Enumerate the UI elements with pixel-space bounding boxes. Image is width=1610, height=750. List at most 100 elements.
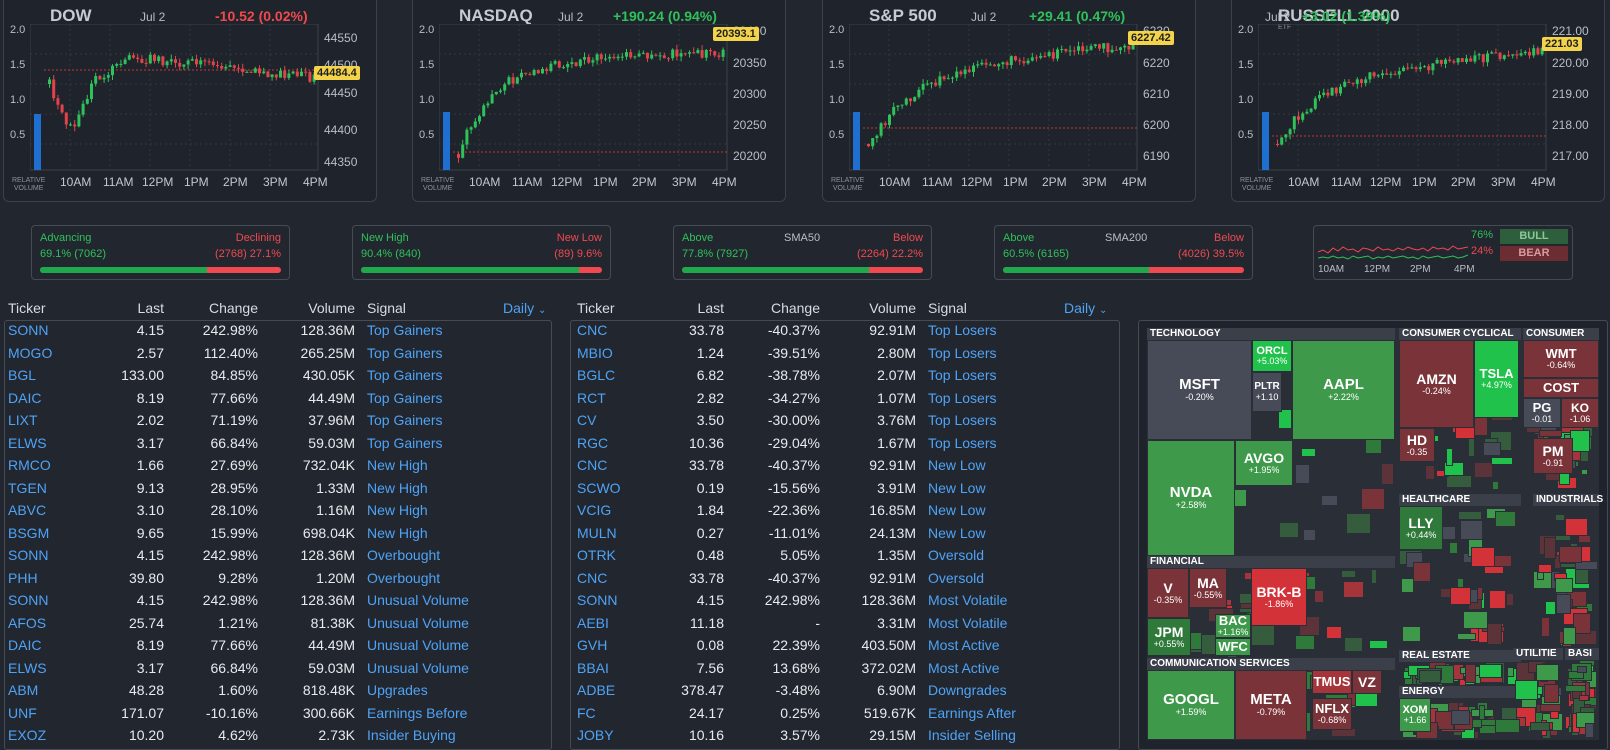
heatmap-small-tile[interactable]	[1506, 667, 1515, 677]
signal-link[interactable]: Top Gainers	[367, 412, 443, 429]
ticker-link[interactable]: JOBY	[577, 727, 614, 744]
heatmap-small-tile[interactable]	[1278, 522, 1299, 539]
heatmap-small-tile[interactable]	[1576, 666, 1587, 674]
col-volume[interactable]: Volume	[308, 300, 355, 316]
signal-link[interactable]: Overbought	[367, 569, 441, 586]
ticker-link[interactable]: TGEN	[8, 479, 47, 496]
col-signal[interactable]: Signal	[367, 300, 406, 316]
ticker-link[interactable]: ELWS	[8, 659, 47, 676]
heatmap-small-tile[interactable]	[1463, 611, 1488, 629]
ticker-link[interactable]: CNC	[577, 322, 608, 339]
signal-link[interactable]: Downgrades	[928, 682, 1007, 699]
heatmap-small-tile[interactable]	[1564, 518, 1588, 536]
table-row[interactable]: AEBI 11.18 - 3.31M Most Volatile	[577, 612, 1117, 635]
ticker-link[interactable]: SONN	[8, 547, 49, 564]
heatmap-tile-nvda[interactable]: NVDA +2.58%	[1147, 440, 1235, 556]
col-ticker[interactable]: Ticker	[577, 300, 615, 316]
index-card-dow[interactable]: DOW Jul 2 -10.52 (0.02%) 2.0 1.5 1.0 0.5 44550 4…	[3, 0, 377, 202]
signal-link[interactable]: New High	[367, 457, 428, 474]
heatmap-tile-lly[interactable]: LLY +0.44%	[1399, 506, 1443, 550]
table-row[interactable]: UNF 171.07 -10.16% 300.66K Earnings Befo…	[8, 702, 548, 725]
heatmap-small-tile[interactable]	[1341, 569, 1356, 578]
heatmap-small-tile[interactable]	[1490, 457, 1513, 465]
heatmap-small-tile[interactable]	[1464, 663, 1477, 684]
heatmap-tile-wfc[interactable]: WFC	[1215, 638, 1251, 656]
table-row[interactable]: DAIC 8.19 77.66% 44.49M Top Gainers	[8, 387, 548, 410]
heatmap-small-tile[interactable]	[1302, 529, 1317, 541]
heatmap-small-tile[interactable]	[1450, 709, 1470, 725]
table-row[interactable]: FC 24.17 0.25% 519.67K Earnings After	[577, 702, 1117, 725]
heatmap-small-tile[interactable]	[1424, 464, 1435, 480]
ticker-link[interactable]: CV	[577, 412, 597, 429]
ticker-link[interactable]: FC	[577, 704, 596, 721]
heatmap-small-tile[interactable]	[1544, 601, 1556, 616]
heatmap-small-tile[interactable]	[1343, 636, 1364, 652]
ticker-link[interactable]: EXOZ	[8, 727, 47, 744]
heatmap-small-tile[interactable]	[1530, 721, 1550, 732]
heatmap-tile-hd[interactable]: HD -0.35	[1399, 428, 1435, 462]
ticker-link[interactable]: CNC	[577, 569, 608, 586]
ticker-link[interactable]: BGL	[8, 367, 37, 384]
col-signal[interactable]: Signal	[928, 300, 967, 316]
ticker-link[interactable]: ABVC	[8, 502, 47, 519]
bear-button[interactable]: BEAR	[1500, 246, 1568, 261]
ticker-link[interactable]: AFOS	[8, 614, 47, 631]
heatmap-small-tile[interactable]	[1370, 568, 1378, 584]
signal-link[interactable]: Oversold	[928, 547, 985, 564]
heatmap-small-tile[interactable]	[1539, 704, 1562, 712]
heatmap-small-tile[interactable]	[1400, 578, 1414, 594]
table-row[interactable]: ELWS 3.17 66.84% 59.03M Top Gainers	[8, 432, 548, 455]
heatmap-tile-tmus[interactable]: TMUS	[1312, 670, 1352, 694]
table-row[interactable]: LIXT 2.02 71.19% 37.96M Top Gainers	[8, 409, 548, 432]
ticker-link[interactable]: BBAI	[577, 659, 609, 676]
heatmap-tile-orcl[interactable]: ORCL +5.03%	[1252, 340, 1292, 372]
ticker-link[interactable]: GVH	[577, 637, 608, 654]
table-row[interactable]: RMCO 1.66 27.69% 732.04K New High	[8, 454, 548, 477]
heatmap-tile-msft[interactable]: MSFT -0.20%	[1147, 340, 1252, 440]
heatmap-small-tile[interactable]	[1449, 542, 1459, 555]
heatmap-small-tile[interactable]	[1450, 586, 1472, 605]
heatmap-small-tile[interactable]	[1491, 480, 1499, 491]
signal-link[interactable]: New Low	[928, 502, 986, 519]
heatmap-small-tile[interactable]	[1494, 719, 1521, 733]
signal-link[interactable]: New Low	[928, 479, 986, 496]
heatmap-tile-avgo[interactable]: AVGO +1.95%	[1235, 440, 1293, 486]
heatmap-small-tile[interactable]	[1565, 685, 1587, 693]
signal-link[interactable]: Top Gainers	[367, 344, 443, 361]
signal-link[interactable]: Top Gainers	[367, 389, 443, 406]
table-row[interactable]: CNC 33.78 -40.37% 92.91M Oversold	[577, 567, 1117, 590]
sector-label[interactable]: CONSUMER CYCLICAL	[1399, 328, 1521, 340]
heatmap-small-tile[interactable]	[1294, 635, 1315, 651]
signal-link[interactable]: Top Gainers	[367, 322, 443, 339]
signal-link[interactable]: Top Losers	[928, 367, 997, 384]
signal-link[interactable]: Most Volatile	[928, 614, 1008, 631]
heatmap-small-tile[interactable]	[1554, 514, 1566, 522]
ticker-link[interactable]: AEBI	[577, 614, 609, 631]
sector-label[interactable]: ENERGY	[1399, 686, 1521, 698]
heatmap-small-tile[interactable]	[1460, 520, 1484, 540]
heatmap-small-tile[interactable]	[1572, 612, 1592, 634]
heatmap-small-tile[interactable]	[1457, 510, 1483, 521]
heatmap-tile-pg[interactable]: PG -0.01	[1523, 398, 1561, 428]
period-dropdown[interactable]: Daily ⌄	[503, 297, 548, 319]
signal-link[interactable]: New High	[367, 502, 428, 519]
ticker-link[interactable]: SCWO	[577, 479, 621, 496]
heatmap-tile-bac[interactable]: BAC +1.16%	[1215, 614, 1251, 638]
signal-link[interactable]: Earnings Before	[367, 704, 468, 721]
sector-label[interactable]: COMMUNICATION SERVICES	[1147, 658, 1395, 670]
heatmap-tile-googl[interactable]: GOOGL +1.59%	[1147, 670, 1235, 740]
heatmap-tile-pltr[interactable]: PLTR +1.10	[1252, 372, 1282, 412]
table-row[interactable]: RGC 10.36 -29.04% 1.67M Top Losers	[577, 432, 1117, 455]
heatmap-small-tile[interactable]	[1361, 488, 1385, 511]
col-ticker[interactable]: Ticker	[8, 300, 46, 316]
heatmap-small-tile[interactable]	[1478, 664, 1503, 679]
heatmap-tile-amzn[interactable]: AMZN -0.24%	[1399, 340, 1474, 428]
signal-link[interactable]: Unusual Volume	[367, 592, 469, 609]
ticker-link[interactable]: SONN	[8, 322, 49, 339]
sector-label[interactable]: UTILITIE	[1513, 648, 1563, 660]
heatmap-small-tile[interactable]	[1250, 625, 1275, 647]
ticker-link[interactable]: ABM	[8, 682, 39, 699]
heatmap-small-tile[interactable]	[1468, 438, 1475, 457]
col-last[interactable]: Last	[697, 300, 724, 316]
signal-link[interactable]: New High	[367, 479, 428, 496]
